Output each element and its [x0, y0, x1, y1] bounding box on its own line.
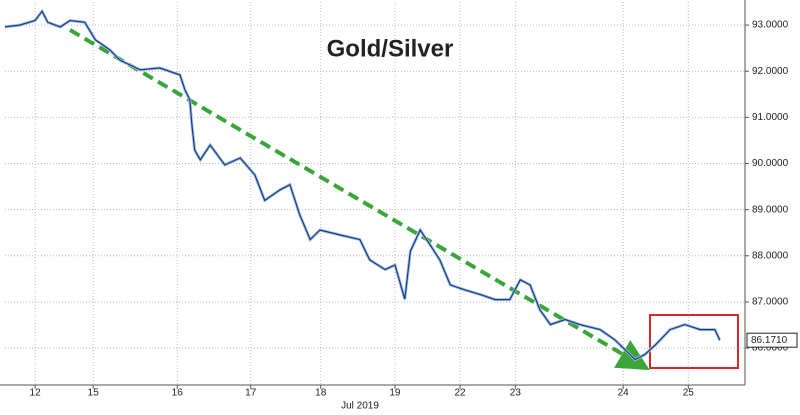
y-tick-label: 86.0000	[752, 343, 789, 354]
x-tick-label: 12	[30, 388, 42, 399]
y-tick-label: 93.0000	[752, 20, 789, 31]
x-tick-label: 15	[88, 388, 100, 399]
x-tick-label: 19	[389, 388, 401, 399]
y-tick-label: 87.0000	[752, 297, 789, 308]
x-tick-label: 17	[245, 388, 257, 399]
x-tick-label: 18	[315, 388, 327, 399]
trend-arrow	[68, 28, 650, 371]
y-tick-label: 88.0000	[752, 250, 789, 261]
x-tick-label: 22	[454, 388, 466, 399]
x-tick-label: 24	[618, 388, 630, 399]
y-tick-label: 92.0000	[752, 66, 789, 77]
x-tick-label: 25	[683, 388, 695, 399]
series-line	[4, 8, 722, 362]
y-tick-label: 89.0000	[752, 204, 789, 215]
last-value-label: 86.1710	[751, 335, 788, 346]
y-tick-label: 91.0000	[752, 112, 789, 123]
y-tick-label: 90.0000	[752, 158, 789, 169]
highlight-box	[649, 314, 739, 369]
x-tick-label: 23	[510, 388, 522, 399]
chart-title: Gold/Silver	[327, 35, 454, 62]
x-tick-label: 16	[172, 388, 184, 399]
x-axis-label: Jul 2019	[341, 401, 379, 412]
last-value-box	[746, 332, 798, 348]
series-line	[4, 10, 721, 361]
